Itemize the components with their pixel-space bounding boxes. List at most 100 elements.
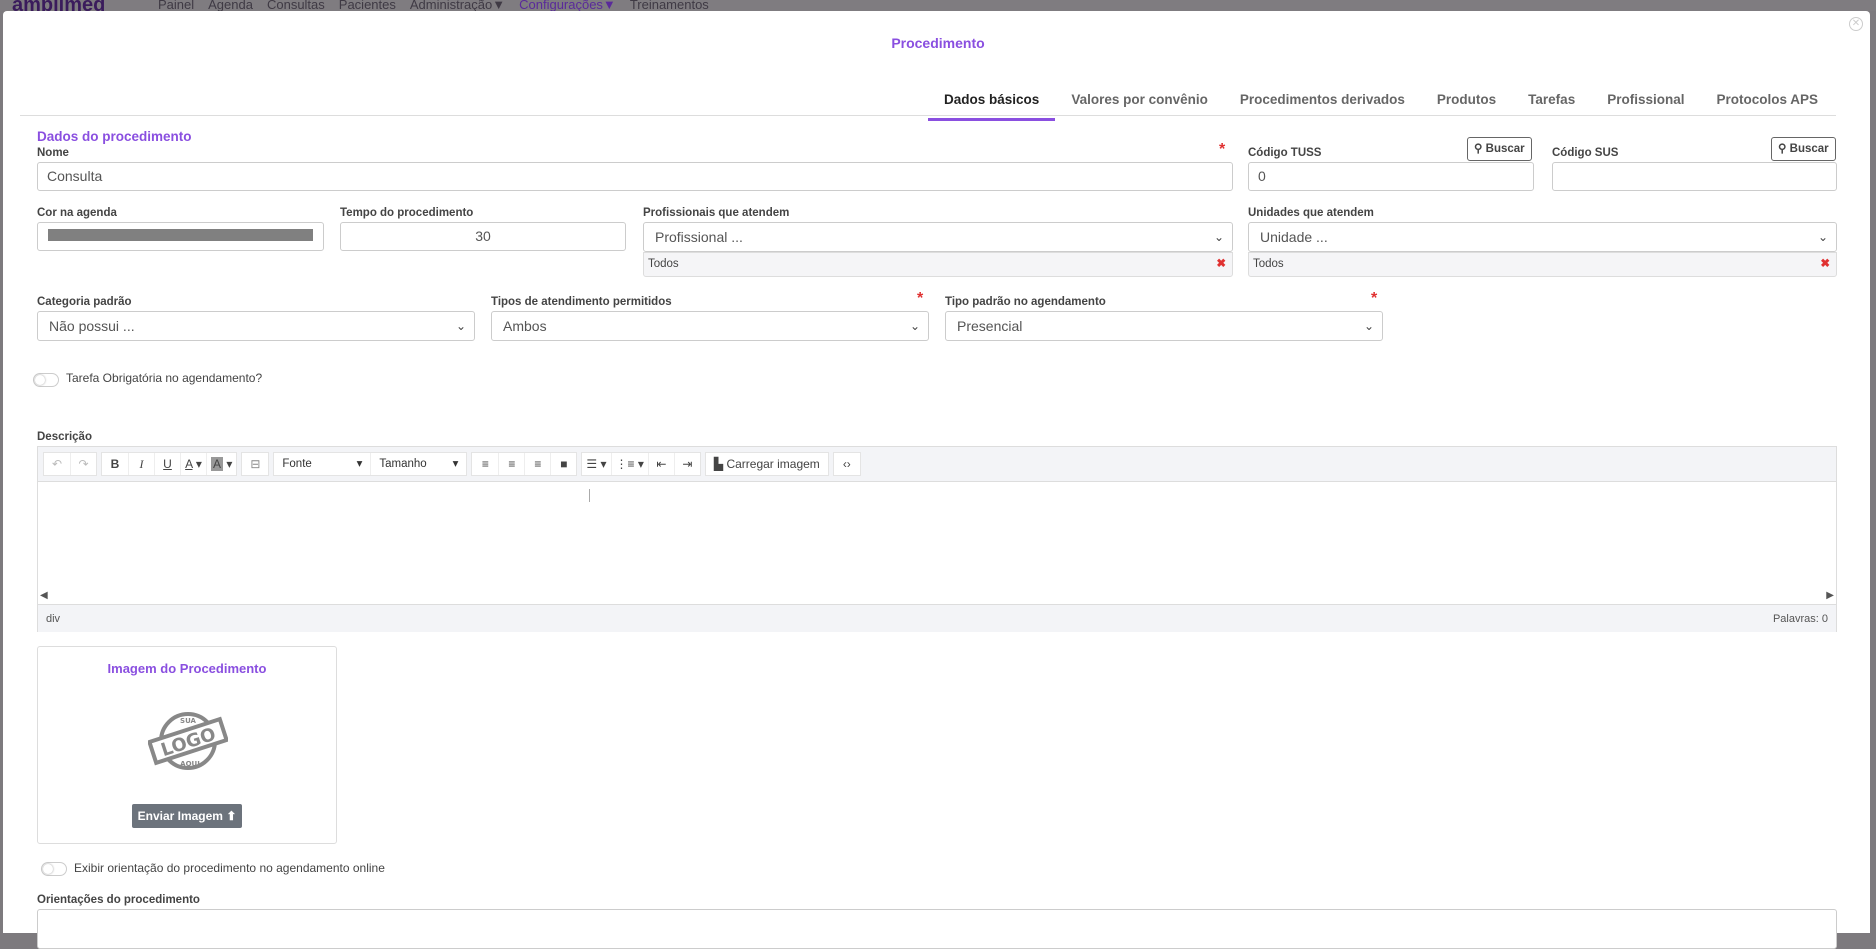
brand-logo: amplimed bbox=[12, 0, 106, 11]
editor-content[interactable] bbox=[38, 482, 1836, 590]
tuss-search-button[interactable]: ⚲ Buscar bbox=[1467, 137, 1532, 161]
required-icon: * bbox=[1219, 141, 1226, 158]
categoria-value: Não possui ... bbox=[49, 318, 135, 334]
tab-produtos[interactable]: Produtos bbox=[1436, 92, 1497, 107]
close-icon[interactable]: ✕ bbox=[1849, 17, 1863, 31]
tempo-label: Tempo do procedimento bbox=[340, 207, 474, 219]
underline-icon[interactable]: U bbox=[154, 453, 180, 475]
editor-statusbar: div Palavras: 0 bbox=[38, 604, 1836, 632]
align-right-icon[interactable]: ≡ bbox=[524, 453, 550, 475]
tab-procedimentos-derivados[interactable]: Procedimentos derivados bbox=[1239, 92, 1405, 107]
font-color-icon[interactable]: A ▾ bbox=[180, 453, 206, 475]
tempo-input[interactable]: 30 bbox=[340, 222, 626, 251]
tuss-label: Código TUSS bbox=[1248, 147, 1322, 159]
word-count: Palavras: 0 bbox=[1772, 613, 1828, 625]
orientacoes-label: Orientações do procedimento bbox=[37, 894, 200, 906]
align-center-icon[interactable]: ≡ bbox=[498, 453, 524, 475]
redo-icon[interactable]: ↷ bbox=[70, 453, 96, 475]
nav-administracao[interactable]: Administração▼ bbox=[409, 0, 506, 11]
outdent-icon[interactable]: ⇤ bbox=[647, 453, 674, 475]
nav-painel[interactable]: Painel bbox=[158, 0, 195, 11]
tab-tarefas[interactable]: Tarefas bbox=[1528, 92, 1576, 107]
logo-placeholder-icon: LOGO SUA AQUI bbox=[148, 712, 228, 770]
scroll-left-icon[interactable]: ◀ bbox=[40, 590, 48, 601]
upload-icon: ⬆ bbox=[226, 809, 237, 823]
tipo-padrao-select[interactable]: Presencial ⌄ bbox=[945, 311, 1383, 341]
horizontal-rule-icon[interactable]: ⊟ bbox=[250, 457, 261, 471]
nome-label: Nome bbox=[37, 147, 69, 159]
font-family-dropdown[interactable]: Fonte ▾ bbox=[274, 453, 370, 475]
tipo-padrao-value: Presencial bbox=[957, 318, 1023, 334]
chevron-down-icon: ⌄ bbox=[909, 319, 920, 333]
tarefa-obrigatoria-toggle[interactable] bbox=[33, 373, 59, 387]
upload-image-label: Carregar imagem bbox=[726, 457, 820, 471]
tipos-select[interactable]: Ambos ⌄ bbox=[491, 311, 929, 341]
undo-icon[interactable]: ↶ bbox=[51, 457, 63, 471]
italic-icon[interactable]: I bbox=[128, 453, 154, 475]
profissionais-placeholder: Profissional ... bbox=[655, 229, 743, 245]
tab-protocolos-aps[interactable]: Protocolos APS bbox=[1716, 92, 1818, 107]
tab-dados-basicos[interactable]: Dados básicos bbox=[928, 90, 1056, 121]
highlight-color-icon[interactable]: A ▾ bbox=[206, 453, 236, 475]
tarefa-obrigatoria-label: Tarefa Obrigatória no agendamento? bbox=[66, 371, 263, 385]
procedure-image-card: Imagem do Procedimento LOGO SUA AQUI Env… bbox=[37, 646, 337, 844]
font-size-dropdown[interactable]: Tamanho ▾ bbox=[370, 453, 466, 475]
tag-label: Todos bbox=[648, 258, 679, 270]
nav-consultas[interactable]: Consultas bbox=[266, 0, 325, 11]
indent-icon[interactable]: ⇥ bbox=[673, 453, 700, 475]
unidades-select[interactable]: Unidade ... ⌄ bbox=[1248, 222, 1837, 252]
tipo-padrao-label: Tipo padrão no agendamento bbox=[945, 296, 1106, 308]
file-image-icon: ▙ bbox=[713, 457, 724, 471]
profissionais-label: Profissionais que atendem bbox=[643, 207, 790, 219]
tab-profissional[interactable]: Profissional bbox=[1607, 92, 1685, 107]
exibir-orientacao-label: Exibir orientação do procedimento no age… bbox=[74, 861, 385, 875]
upload-image-button[interactable]: Enviar Imagem ⬆ bbox=[132, 804, 242, 828]
chevron-down-icon: ⌄ bbox=[1817, 230, 1828, 244]
nav-treinamentos[interactable]: Treinamentos bbox=[629, 0, 709, 11]
unidades-tag: Todos ✖ bbox=[1248, 252, 1837, 277]
categoria-select[interactable]: Não possui ... ⌄ bbox=[37, 311, 475, 341]
align-justify-icon[interactable]: ■ bbox=[550, 453, 576, 475]
tuss-input[interactable]: 0 bbox=[1248, 162, 1534, 191]
bold-icon[interactable]: B bbox=[110, 457, 120, 471]
sus-input[interactable] bbox=[1552, 162, 1837, 191]
descricao-label: Descrição bbox=[37, 431, 92, 443]
tipos-value: Ambos bbox=[503, 318, 547, 334]
unidades-placeholder: Unidade ... bbox=[1260, 229, 1328, 245]
sus-search-button[interactable]: ⚲ Buscar bbox=[1771, 137, 1836, 161]
nome-input[interactable]: Consulta bbox=[37, 162, 1233, 191]
sus-search-label: Buscar bbox=[1789, 143, 1829, 155]
nav-configuracoes[interactable]: Configurações▼ bbox=[519, 0, 616, 11]
upload-image-button[interactable]: ▙ Carregar imagem bbox=[706, 453, 828, 475]
tab-bar: Dados básicos Valores por convênio Proce… bbox=[928, 90, 1834, 121]
sus-label: Código SUS bbox=[1552, 147, 1619, 159]
chevron-down-icon: ⌄ bbox=[1213, 230, 1224, 244]
required-icon: * bbox=[917, 290, 924, 307]
numbered-list-icon[interactable]: ⋮≡ ▾ bbox=[610, 453, 648, 475]
orientacoes-textarea[interactable] bbox=[37, 909, 1837, 949]
scroll-right-icon[interactable]: ▶ bbox=[1826, 590, 1834, 601]
cor-label: Cor na agenda bbox=[37, 207, 117, 219]
remove-icon[interactable]: ✖ bbox=[1216, 258, 1226, 270]
profissionais-tag: Todos ✖ bbox=[643, 252, 1233, 277]
color-picker[interactable] bbox=[37, 222, 324, 251]
nav-agenda[interactable]: Agenda bbox=[208, 0, 253, 11]
top-navbar: amplimed Painel Agenda Consultas Pacient… bbox=[0, 0, 1876, 11]
svg-text:AQUI: AQUI bbox=[180, 760, 200, 768]
exibir-orientacao-toggle[interactable] bbox=[41, 862, 67, 876]
remove-icon[interactable]: ✖ bbox=[1820, 258, 1830, 270]
bullet-list-icon[interactable]: ☰ ▾ bbox=[586, 457, 607, 471]
required-icon: * bbox=[1371, 290, 1378, 307]
source-code-icon[interactable]: ‹› bbox=[842, 457, 851, 471]
nav-pacientes[interactable]: Pacientes bbox=[338, 0, 396, 11]
align-left-icon[interactable]: ≡ bbox=[481, 457, 489, 471]
profissionais-select[interactable]: Profissional ... ⌄ bbox=[643, 222, 1233, 252]
text-cursor bbox=[589, 489, 590, 502]
horizontal-scrollbar[interactable]: ◀ ▶ bbox=[38, 590, 1836, 604]
main-nav: Painel Agenda Consultas Pacientes Admini… bbox=[158, 0, 709, 11]
unidades-label: Unidades que atendem bbox=[1248, 207, 1374, 219]
tab-valores-convenio[interactable]: Valores por convênio bbox=[1071, 92, 1208, 107]
tag-label: Todos bbox=[1253, 258, 1284, 270]
